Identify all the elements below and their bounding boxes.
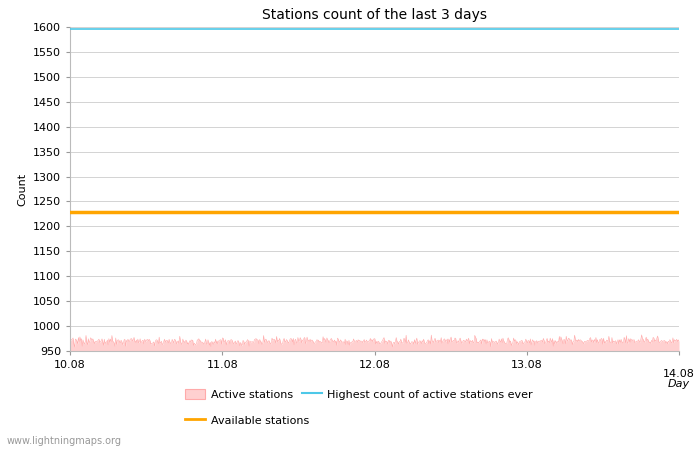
Text: Day: Day [668, 378, 690, 388]
Title: Stations count of the last 3 days: Stations count of the last 3 days [262, 8, 487, 22]
Text: 14.08: 14.08 [663, 369, 695, 379]
Text: www.lightningmaps.org: www.lightningmaps.org [7, 436, 122, 446]
Legend: Available stations: Available stations [186, 415, 309, 426]
Y-axis label: Count: Count [18, 172, 27, 206]
